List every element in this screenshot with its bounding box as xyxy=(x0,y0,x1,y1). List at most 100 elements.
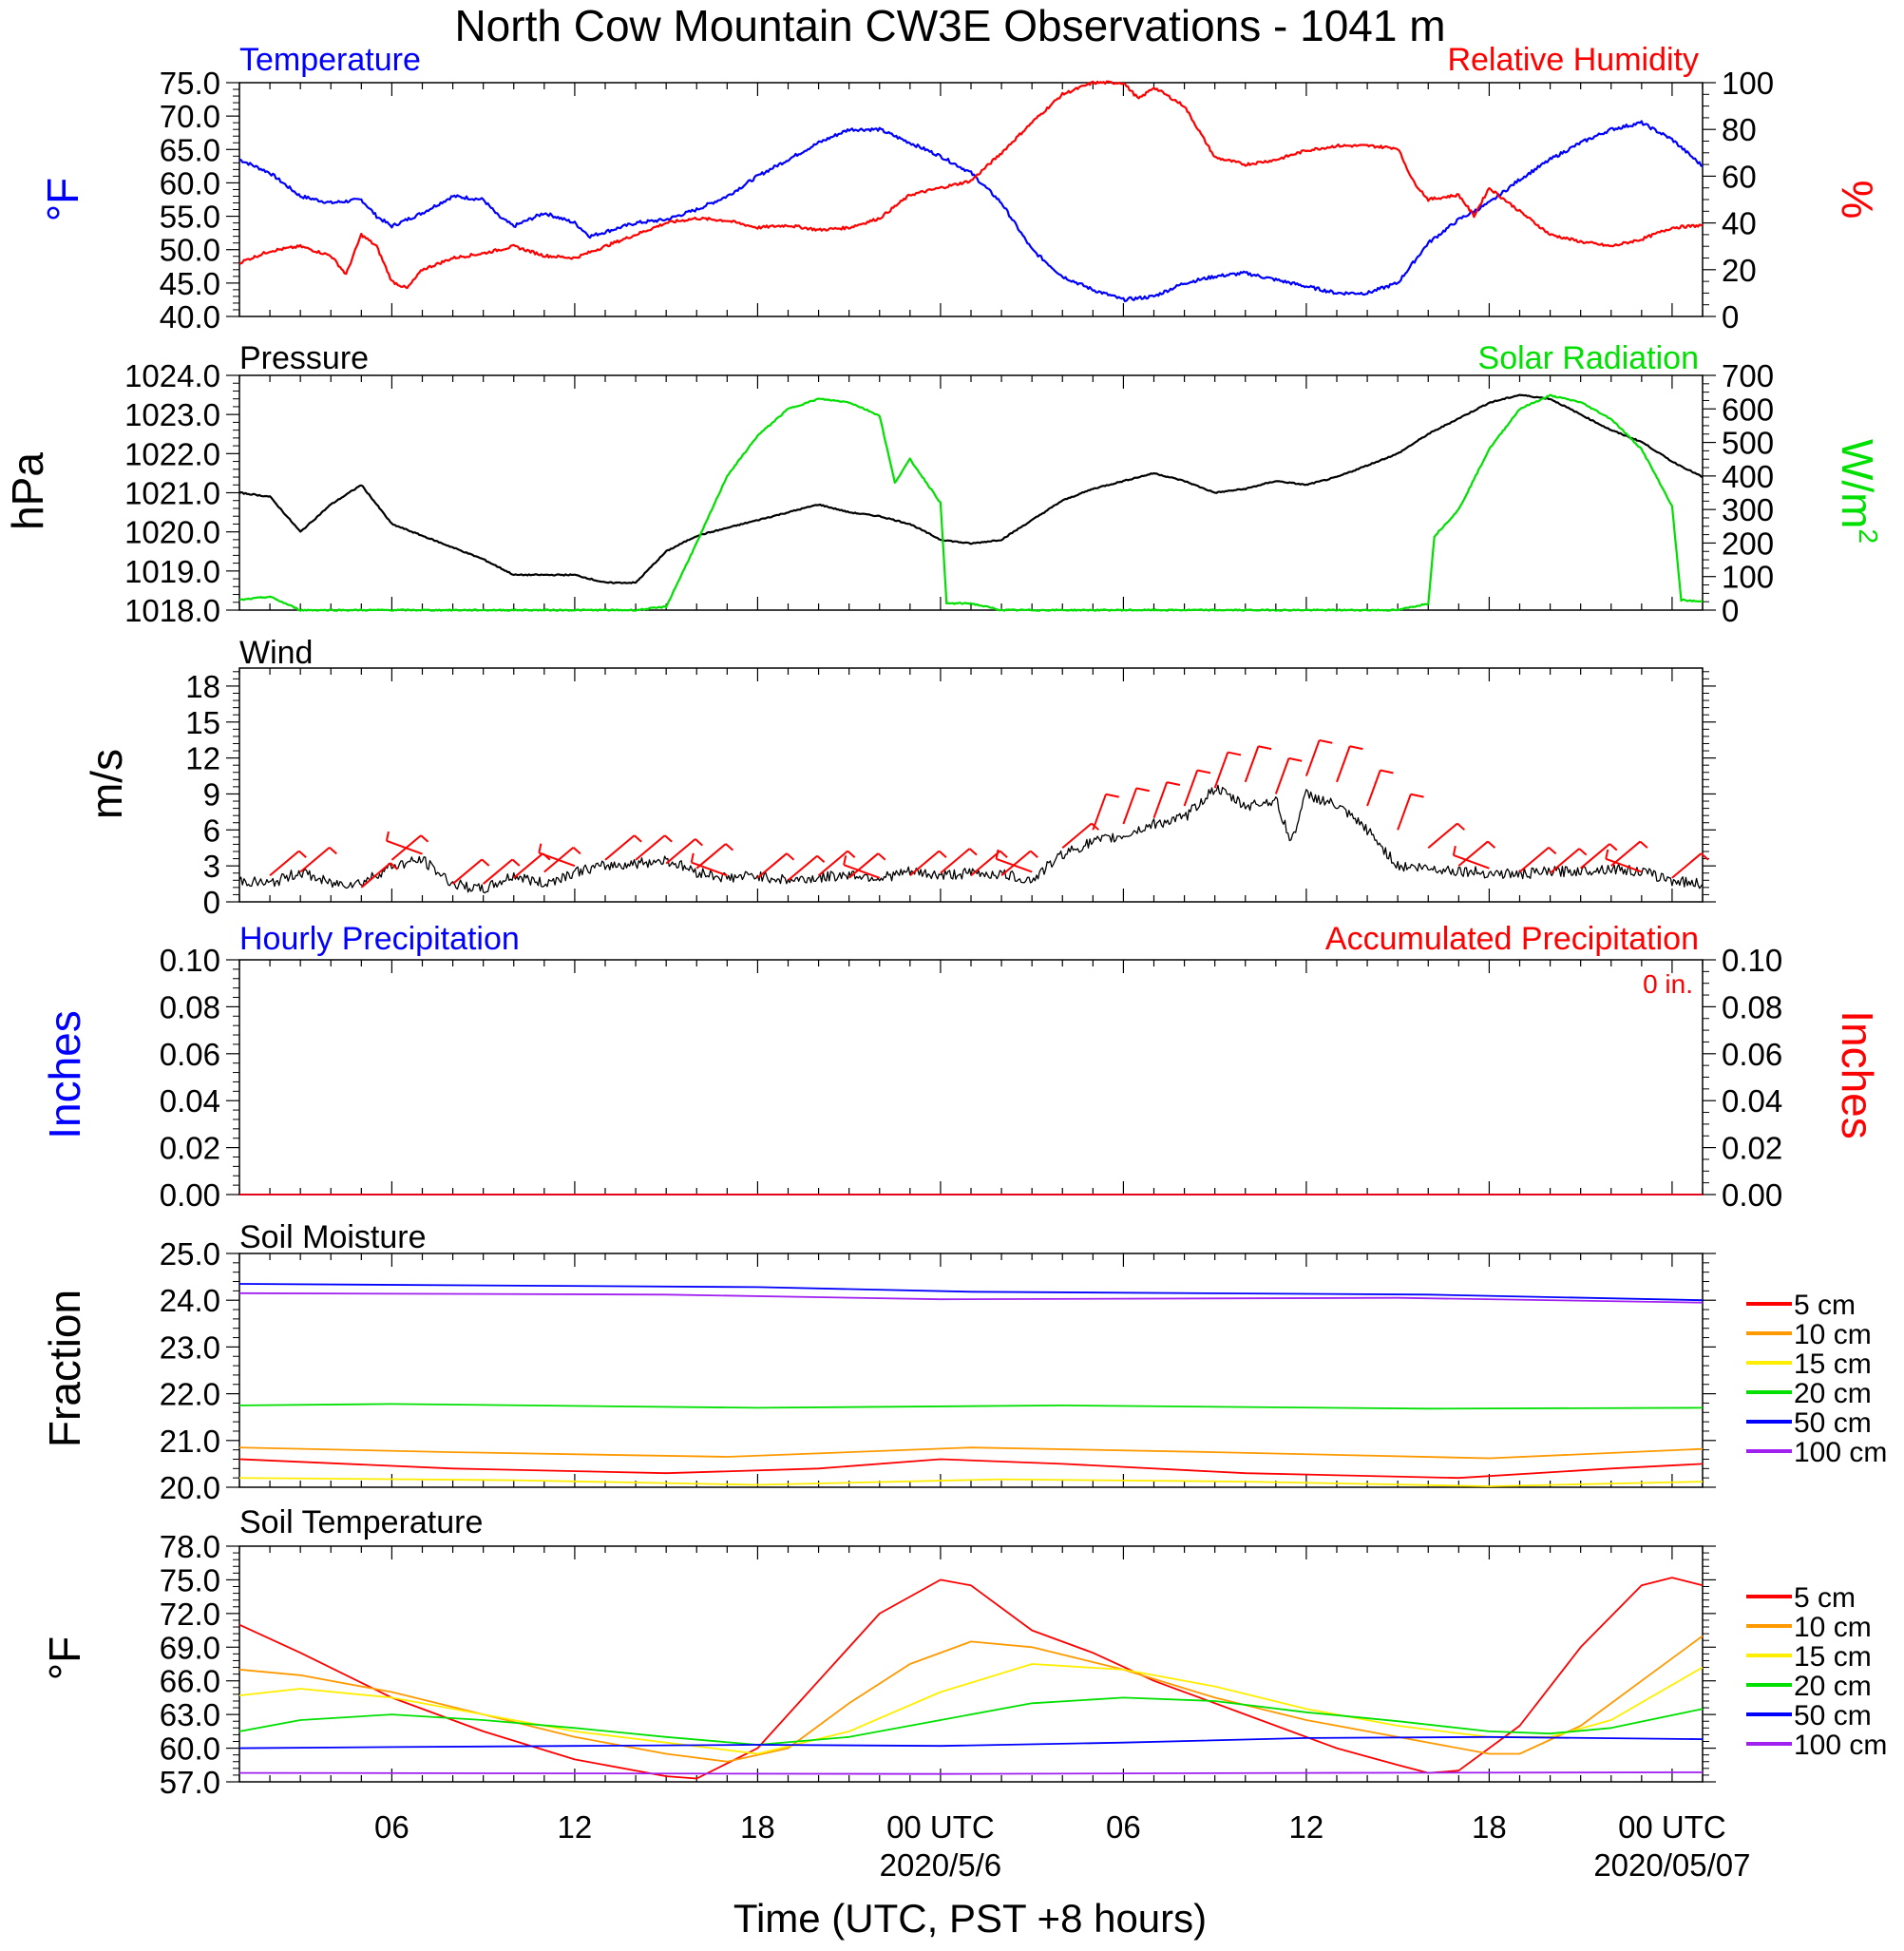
accum-precip-title: Accumulated Precipitation xyxy=(1325,921,1699,957)
x-tick-label: 18 xyxy=(740,1809,775,1845)
pressure-title: Pressure xyxy=(239,340,369,376)
y-left-tick-label: 60.0 xyxy=(160,165,220,201)
wind-barb-flag xyxy=(938,850,947,858)
panel-soil-temperature: Soil Temperature °F 57.060.063.066.069.0… xyxy=(40,1504,1887,1800)
series-line-100-cm xyxy=(238,1771,1704,1775)
wind-barb xyxy=(538,851,576,868)
panel-soil-moisture: Soil Moisture Fraction 20.021.022.023.02… xyxy=(40,1219,1887,1505)
wind-barb xyxy=(1213,752,1229,789)
y-right-tick-label: 0.02 xyxy=(1722,1131,1782,1166)
legend-label: 5 cm xyxy=(1794,1290,1856,1321)
soil-moisture-plot: 20.0 21.0 22.0 23.0 24.0 25.0 xyxy=(160,1236,1716,1505)
y-left-tick-label: 55.0 xyxy=(160,200,220,235)
wind-barb-flag xyxy=(1166,781,1181,786)
wind-barb xyxy=(451,858,483,885)
precipitation-plot: 0.00 0.02 0.04 0.06 0.08 0.10 0.00 0.02 0.04 0.06… xyxy=(160,943,1782,1213)
wind-barb xyxy=(1244,745,1260,783)
y-left-tick-label: 0.02 xyxy=(160,1131,220,1166)
y-left-tick-label: 21.0 xyxy=(160,1424,220,1459)
solar-ylabel-sup: 2 xyxy=(1854,528,1883,544)
y-left-tick-label: 9 xyxy=(203,776,220,812)
y-left-tick-label: 45.0 xyxy=(160,266,220,301)
y-left-tick-label: 3 xyxy=(203,849,220,884)
legend-label: 100 cm xyxy=(1794,1730,1887,1761)
panel-pressure-solar: Pressure Solar Radiation hPa W/m2 1018.0… xyxy=(3,340,1883,628)
wind-barb xyxy=(1061,822,1093,849)
x-tick-label: 00 UTC xyxy=(1618,1809,1726,1845)
y-right-tick-label: 600 xyxy=(1722,392,1774,427)
legend-label: 15 cm xyxy=(1794,1641,1872,1673)
legend-label: 20 cm xyxy=(1794,1671,1872,1702)
solar-ylabel-unit: W/m xyxy=(1833,439,1882,529)
wind-barb-flag xyxy=(329,847,337,855)
wind-barb xyxy=(940,848,971,874)
y-left-tick-label: 1019.0 xyxy=(124,554,220,589)
temperature-humidity-plot: 40.045.050.055.060.065.070.075.0 0 20 40 60 8… xyxy=(160,66,1774,335)
wind-barb xyxy=(817,850,848,877)
wind-barb xyxy=(483,858,513,885)
y-left-tick-label: 20.0 xyxy=(160,1470,220,1505)
y-left-tick-label: 6 xyxy=(203,813,220,848)
wind-barb xyxy=(909,850,941,877)
wind-barb xyxy=(360,862,391,889)
x-tick-label: 06 xyxy=(374,1809,409,1845)
pressure-solar-plot: 1018.0 1019.0 1020.0 1021.0 1022.0 1023.0 1024… xyxy=(124,358,1774,628)
legend-label: 20 cm xyxy=(1794,1378,1872,1409)
figure-title: North Cow Mountain CW3E Observations - 1… xyxy=(454,1,1445,50)
humidity-ylabel: % xyxy=(1833,181,1882,220)
y-left-tick-label: 0 xyxy=(203,885,220,920)
y-right-tick-label: 700 xyxy=(1722,358,1774,393)
series-line-50-cm xyxy=(238,1735,1704,1750)
x-tick-label: 12 xyxy=(558,1809,593,1845)
y-left-tick-label: 40.0 xyxy=(160,299,220,335)
wind-barb xyxy=(513,852,544,879)
wind-barb-flag xyxy=(1030,850,1038,858)
wind-barb xyxy=(848,852,879,879)
legend-label: 100 cm xyxy=(1794,1437,1887,1468)
legend-label: 5 cm xyxy=(1794,1582,1856,1614)
wind-barb xyxy=(1152,781,1169,819)
hourly-precip-title: Hourly Precipitation xyxy=(239,921,520,957)
y-left-tick-label: 15 xyxy=(185,705,220,740)
wind-barb-flag xyxy=(1380,769,1394,775)
wind-barb-flag xyxy=(1288,756,1303,762)
wind-barb xyxy=(970,850,1001,877)
y-right-tick-label: 0.04 xyxy=(1722,1083,1782,1119)
wind-barb-flag xyxy=(995,849,1000,859)
y-left-tick-label: 75.0 xyxy=(160,1562,220,1597)
wind-barb-flag xyxy=(1410,793,1424,798)
y-left-tick-label: 75.0 xyxy=(160,66,220,101)
legend-label: 50 cm xyxy=(1794,1700,1872,1731)
humidity-title: Relative Humidity xyxy=(1447,42,1699,78)
wind-barb xyxy=(1397,794,1412,831)
series-line-5-cm xyxy=(238,1577,1704,1780)
precip-ylabel-left: Inches xyxy=(40,1010,89,1139)
series-line-20-cm xyxy=(238,1696,1704,1746)
wind-barb xyxy=(604,834,636,861)
series-line-100-cm xyxy=(238,1291,1704,1304)
y-left-tick-label: 1018.0 xyxy=(124,593,220,628)
series-line-15-cm xyxy=(238,1477,1704,1487)
wind-barb-flag xyxy=(390,862,399,870)
y-left-tick-label: 0.04 xyxy=(160,1083,220,1119)
series-line-wind xyxy=(238,784,1704,894)
legend-label: 15 cm xyxy=(1794,1348,1872,1380)
wind-barb-flag xyxy=(1605,849,1609,859)
wind-barb xyxy=(1549,848,1580,874)
wind-barb xyxy=(665,838,696,865)
wind-barb-flag xyxy=(1258,745,1272,751)
wind-barb-flag xyxy=(298,850,307,858)
wind-barb xyxy=(1000,850,1032,877)
y-right-tick-label: 100 xyxy=(1722,66,1774,101)
wind-barb xyxy=(1580,843,1610,870)
y-left-tick-label: 69.0 xyxy=(160,1630,220,1665)
wind-barb xyxy=(1336,745,1351,783)
y-right-tick-label: 0.10 xyxy=(1722,943,1782,978)
solar-ylabel: W/m2 xyxy=(1833,439,1883,544)
y-left-tick-label: 0.10 xyxy=(160,943,220,978)
wind-barb-flag xyxy=(695,838,703,847)
y-left-tick-label: 22.0 xyxy=(160,1377,220,1412)
